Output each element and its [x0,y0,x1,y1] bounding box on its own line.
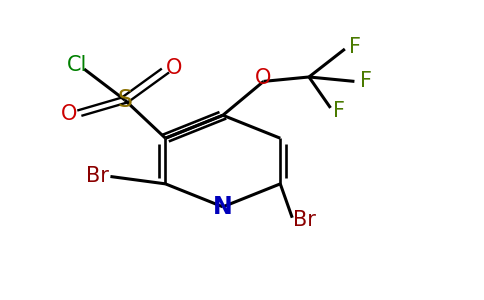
Text: N: N [213,195,233,219]
Text: F: F [361,71,372,91]
Text: Br: Br [293,210,316,230]
Text: O: O [60,104,77,124]
Text: F: F [349,37,362,57]
Text: Cl: Cl [67,56,87,76]
Text: O: O [255,68,271,88]
Text: F: F [333,101,345,122]
Text: S: S [117,88,132,112]
Text: O: O [166,58,182,78]
Text: Br: Br [86,166,108,186]
